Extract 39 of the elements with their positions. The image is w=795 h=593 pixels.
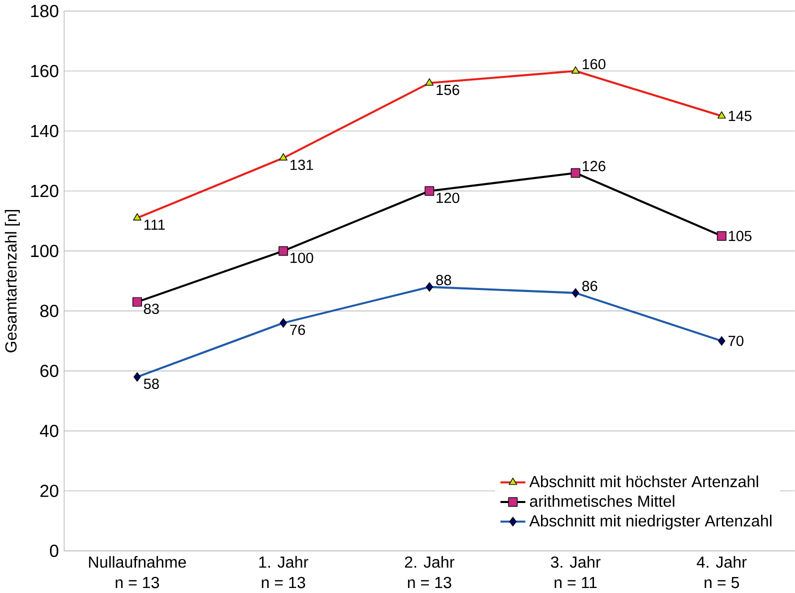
data-label: 105: [728, 230, 752, 242]
legend-label: Abschnitt mit höchster Artenzahl: [529, 475, 758, 488]
data-label: 100: [290, 252, 314, 264]
legend-label: Abschnitt mit niedrigster Artenzahl: [529, 514, 772, 530]
y-tick-label: 160: [31, 64, 58, 78]
y-tick-label: 20: [40, 484, 58, 498]
data-label: 86: [582, 280, 598, 292]
data-label: 131: [290, 160, 314, 170]
point: [132, 297, 142, 307]
data-label: 156: [436, 84, 460, 96]
data-label: 76: [290, 324, 306, 335]
y-tick-label: 80: [40, 304, 58, 318]
point: [424, 186, 434, 196]
data-label: 83: [144, 304, 159, 314]
legend-label: arithmetisches Mittel: [530, 495, 674, 507]
x-tick-label: 4. Jahr n = 5: [696, 556, 747, 588]
point: [278, 246, 288, 256]
y-tick-label: 120: [31, 184, 58, 198]
x-tick-label: 1. Jahr n = 13: [259, 556, 308, 588]
y-tick-label: 0: [50, 544, 58, 558]
data-label: 111: [144, 220, 165, 230]
point: [716, 231, 726, 241]
data-label: 145: [728, 110, 752, 122]
data-label: 160: [582, 58, 606, 70]
data-label: 88: [436, 274, 452, 286]
point: [570, 168, 580, 178]
y-tick-label: 100: [31, 244, 58, 258]
y-tick-label: 60: [40, 364, 58, 378]
y-axis-title: Gesamtartenzahl [n]: [4, 210, 20, 352]
data-label: 126: [582, 160, 606, 172]
data-label: 120: [436, 192, 460, 204]
x-tick-label: Nullaufnahme n = 13: [89, 556, 186, 588]
y-tick-label: 40: [40, 424, 58, 438]
y-tick-label: 180: [31, 4, 58, 18]
y-tick-label: 140: [31, 124, 58, 138]
data-label: 70: [728, 336, 744, 346]
x-tick-label: 2. Jahr n = 13: [404, 556, 454, 588]
data-label: 58: [144, 378, 159, 389]
x-tick-label: 3. Jahr n = 11: [550, 556, 601, 588]
